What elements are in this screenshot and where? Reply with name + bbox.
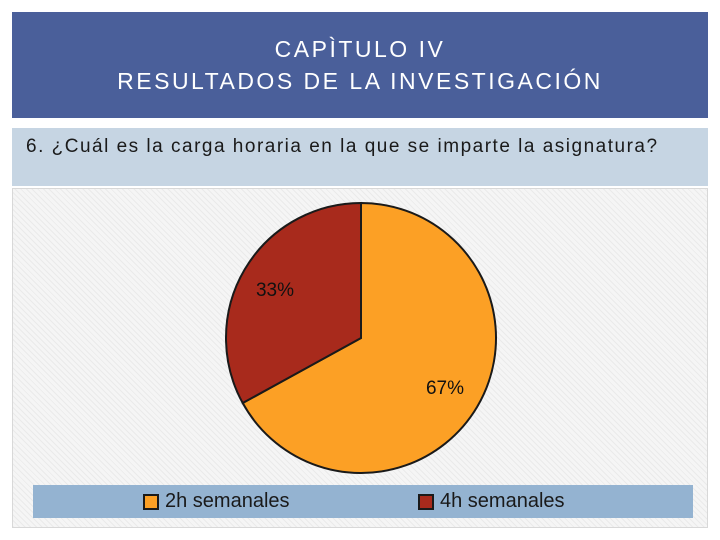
slide-title-line-2: RESULTADOS DE LA INVESTIGACIÓN <box>117 68 603 94</box>
legend-swatch-4h <box>418 493 434 510</box>
slide-title-line-1: CAPÌTULO IV <box>274 36 446 62</box>
data-label-2h: 67% <box>426 378 464 399</box>
legend-swatch-2h <box>143 493 159 510</box>
pie-chart-canvas: 67% 33% <box>225 201 497 474</box>
legend-item-2h: 2h semanales <box>143 485 290 518</box>
pie-chart: 67% 33% 2h semanales 4h semanales <box>12 188 708 528</box>
pie-slice-2h <box>241 201 497 474</box>
pie-slice-4h <box>225 201 362 405</box>
chart-legend: 2h semanales 4h semanales <box>33 485 693 518</box>
legend-label-2h: 2h semanales <box>165 490 290 512</box>
question-text: 6. ¿Cuál es la carga horaria en la que s… <box>12 128 708 186</box>
data-label-4h: 33% <box>256 280 294 301</box>
legend-label-4h: 4h semanales <box>440 490 565 512</box>
slide-title: CAPÌTULO IV RESULTADOS DE LA INVESTIGACI… <box>12 12 708 118</box>
legend-item-4h: 4h semanales <box>418 485 565 518</box>
